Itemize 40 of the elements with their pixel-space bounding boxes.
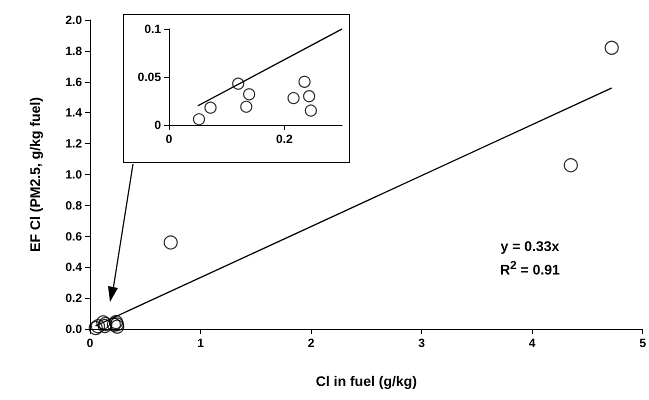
x-tick-label: 2 (308, 336, 315, 350)
point (604, 40, 619, 55)
y-axis-title: EF Cl (PM2.5, g/kg fuel) (27, 97, 43, 252)
x-tick-label: 3 (418, 336, 426, 350)
y-tick-label: 1.6 (65, 74, 82, 89)
x-tick-label: 0 (86, 336, 94, 350)
x-axis-title: Cl in fuel (g/kg) (316, 373, 417, 389)
y-tick-label: 0.1 (144, 22, 162, 36)
x-tick-label: 5 (639, 336, 646, 350)
point (232, 78, 244, 90)
point (287, 92, 300, 104)
y-tick-label: 1.4 (65, 106, 82, 120)
point (88, 320, 103, 336)
point (204, 102, 217, 114)
y-tick-label: 0.2 (65, 291, 82, 306)
point (564, 158, 578, 172)
annotation: R$^{2}$ = 0.91 (500, 258, 560, 280)
y-tick-label: 0.4 (65, 260, 82, 274)
point (192, 113, 206, 126)
y-tick-label: 0.8 (65, 198, 82, 212)
y-tick-label: 2.0 (65, 13, 82, 27)
x-tick-label: 1 (197, 336, 204, 350)
point (298, 76, 311, 88)
point (110, 320, 124, 334)
point (240, 100, 252, 113)
y-tick-label: 1.2 (65, 136, 82, 151)
y-tick-label: 0.6 (65, 229, 82, 244)
point (106, 318, 121, 332)
point (164, 235, 178, 250)
point (243, 88, 256, 100)
annotation: y = 0.33x (500, 237, 560, 256)
y-tick-label: 1.0 (65, 168, 82, 182)
point (303, 90, 316, 102)
y-tick-label: 1.8 (65, 44, 82, 58)
point (90, 319, 106, 334)
point (304, 104, 317, 117)
x-tick-label: 4 (528, 336, 536, 350)
y-tick-label: 0.0 (65, 322, 82, 336)
y-tick-label: 0 (154, 118, 162, 132)
y-tick-label: 0.05 (138, 70, 162, 84)
